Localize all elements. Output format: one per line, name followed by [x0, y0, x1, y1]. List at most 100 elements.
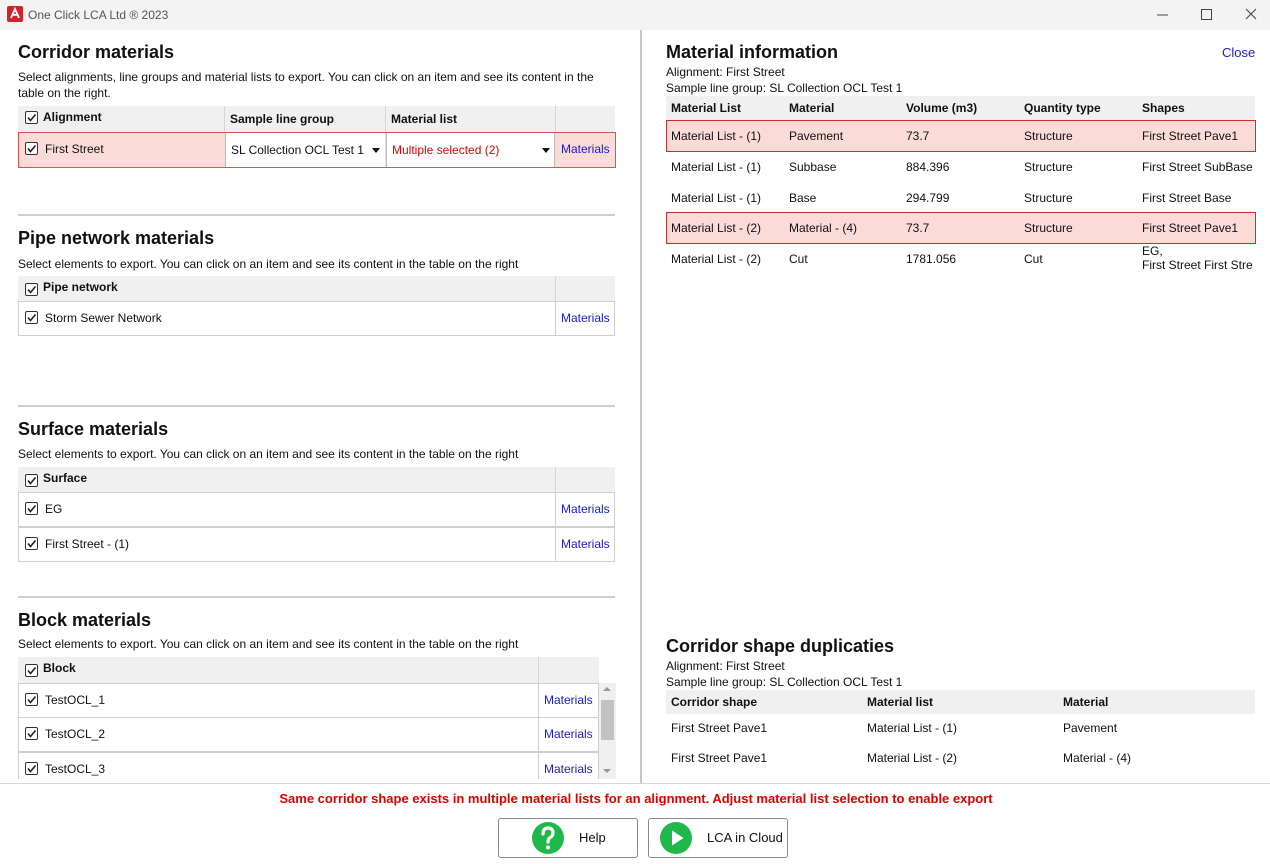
button[interactable]: Help	[498, 818, 638, 858]
table-cell: Material - (4)	[789, 221, 858, 235]
section-title: Surface materials	[18, 419, 169, 439]
dropdown-arrow	[372, 148, 380, 153]
materials-link[interactable]: Materials	[561, 311, 610, 325]
button[interactable]: LCA in Cloud	[648, 818, 788, 858]
table-cell: Material List - (1)	[671, 129, 762, 143]
conflict-row	[666, 120, 1256, 152]
column-header: Pipe network	[43, 280, 118, 294]
column-divider	[555, 106, 556, 132]
table-cell: 884.396	[906, 160, 950, 174]
table-header	[18, 106, 615, 132]
table-cell: Material List - (2)	[671, 221, 762, 235]
table-cell: Structure	[1024, 221, 1073, 235]
column-header: Sample line group	[230, 112, 335, 126]
error-message: Same corridor shape exists in multiple m…	[279, 791, 993, 806]
table-cell: Structure	[1024, 160, 1073, 174]
check-mark	[27, 313, 37, 322]
section-separator	[18, 214, 615, 216]
button-label: Help	[579, 830, 606, 845]
checkbox[interactable]	[25, 283, 38, 296]
table-cell: Material List - (1)	[671, 191, 762, 205]
checkbox[interactable]	[25, 474, 38, 487]
scroll-down	[603, 769, 611, 773]
window-controls[interactable]	[1140, 0, 1270, 30]
column-header: Material list	[867, 695, 934, 709]
section-description: Select elements to export. You can click…	[18, 637, 519, 651]
table-row	[18, 752, 599, 779]
table-row	[18, 301, 615, 336]
check-mark	[27, 764, 37, 773]
check-mark	[27, 113, 37, 122]
dropdown[interactable]: Multiple selected (2)	[386, 133, 555, 167]
table-row	[18, 683, 599, 718]
materials-link[interactable]: Materials	[544, 693, 593, 707]
footer-border	[0, 783, 1270, 784]
checkbox[interactable]	[25, 502, 38, 515]
section-title: Pipe network materials	[18, 228, 215, 248]
materials-link[interactable]: Materials	[561, 142, 610, 156]
table-cell: Structure	[1024, 191, 1073, 205]
dropdown-value: SL Collection OCL Test 1	[231, 143, 364, 157]
button-label: LCA in Cloud	[707, 830, 783, 845]
table-cell: Subbase	[789, 160, 837, 174]
table-cell: Material List - (1)	[671, 160, 762, 174]
section-separator	[18, 596, 615, 598]
section-description: Select elements to export. You can click…	[18, 447, 519, 461]
column-divider	[538, 717, 539, 752]
table-cell: EG, First Street First Stre	[1142, 244, 1253, 272]
check-mark	[27, 285, 37, 294]
column-divider	[555, 276, 556, 302]
scrollbar[interactable]	[599, 683, 616, 779]
check-mark	[27, 504, 37, 513]
table-cell: Material List - (2)	[867, 751, 958, 765]
check-mark	[27, 666, 37, 675]
item-name: TestOCL_2	[45, 727, 106, 741]
conflict-row	[666, 212, 1256, 244]
info-line: Sample line group: SL Collection OCL Tes…	[666, 675, 903, 689]
table-header	[18, 657, 599, 683]
column-header: Volume (m3)	[906, 101, 978, 115]
section-description: table on the right.	[18, 86, 111, 100]
table-cell: 294.799	[906, 191, 950, 205]
materials-link[interactable]: Materials	[544, 762, 593, 776]
checkbox[interactable]	[25, 111, 38, 124]
item-name: First Street - (1)	[45, 537, 130, 551]
dropdown-value: Multiple selected (2)	[392, 143, 500, 157]
column-divider	[538, 657, 539, 683]
info-line: Alignment: First Street	[666, 65, 785, 79]
check-mark	[27, 539, 37, 548]
close-link[interactable]: Close	[1222, 45, 1256, 60]
checkbox[interactable]	[25, 762, 38, 775]
checkbox[interactable]	[25, 693, 38, 706]
title-bar	[0, 0, 1270, 30]
column-divider	[538, 752, 539, 779]
scroll-thumb	[601, 700, 614, 740]
checkbox[interactable]	[25, 664, 38, 677]
table-cell: Pavement	[789, 129, 844, 143]
dropdown-arrow	[542, 148, 550, 153]
column-header: Alignment	[43, 110, 102, 124]
column-header: Material	[1063, 695, 1109, 709]
button-icon	[660, 822, 692, 854]
table-cell: First Street Pave1	[1142, 129, 1239, 143]
dropdown[interactable]: SL Collection OCL Test 1	[225, 133, 385, 167]
column-divider	[224, 106, 225, 132]
table-cell: First Street Pave1	[1142, 221, 1239, 235]
materials-link[interactable]: Materials	[561, 537, 610, 551]
checkbox[interactable]	[25, 142, 38, 155]
column-header: Material list	[391, 112, 458, 126]
materials-link[interactable]: Materials	[561, 502, 610, 516]
table-header	[18, 467, 615, 493]
materials-link[interactable]: Materials	[544, 727, 593, 741]
table-cell: Cut	[1024, 252, 1043, 266]
item-name: TestOCL_1	[45, 693, 106, 707]
checkbox[interactable]	[25, 311, 38, 324]
checkbox[interactable]	[25, 727, 38, 740]
table-cell: Material - (4)	[1063, 751, 1132, 765]
table-cell: First Street Pave1	[671, 751, 768, 765]
table-cell: Structure	[1024, 129, 1073, 143]
table-cell: First Street SubBase	[1142, 160, 1253, 174]
checkbox[interactable]	[25, 537, 38, 550]
table-cell: Material List - (1)	[867, 721, 958, 735]
check-mark	[27, 476, 37, 485]
